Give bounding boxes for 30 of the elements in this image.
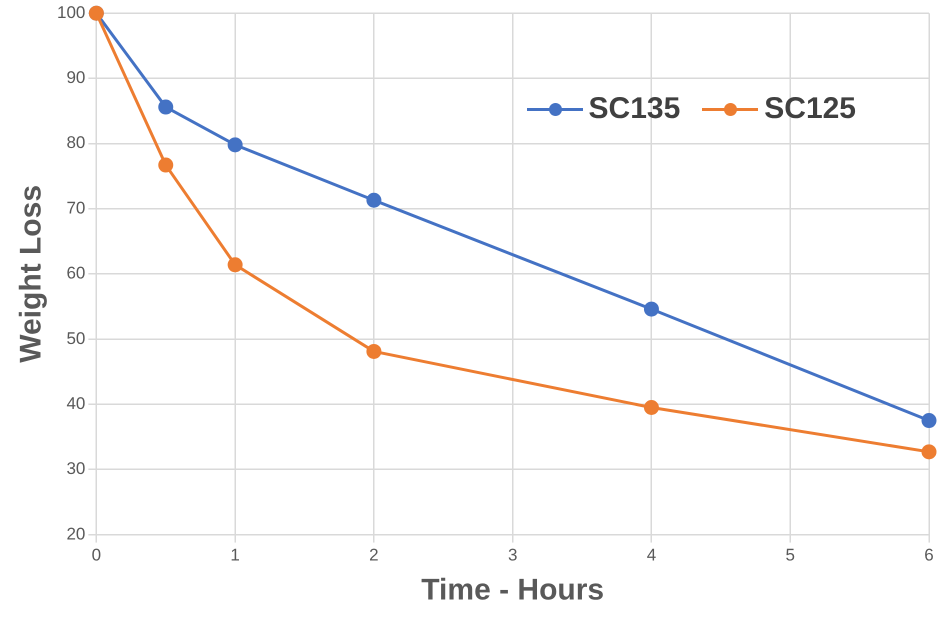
y-tick-label: 60 [66,264,86,283]
point [366,344,382,359]
y-tick-label: 80 [66,133,86,152]
x-tick-label: 1 [230,545,240,564]
x-tick-label: 4 [646,545,656,564]
y-tick-label: 50 [66,328,86,348]
y-axis-title: Weight Loss [14,185,48,363]
point [228,257,243,272]
point [158,100,174,115]
point [644,400,659,416]
point [922,444,936,460]
y-tick-label: 30 [66,459,86,478]
point [158,158,174,173]
x-tick-label: 6 [924,545,934,564]
y-tick-label: 20 [66,524,86,544]
x-tick-label: 3 [508,545,518,564]
legend-label: SC125 [764,92,856,126]
point [366,192,382,208]
x-axis-title: Time - Hours [421,573,604,606]
y-tick-label: 90 [66,68,86,88]
x-tick-label: 0 [92,545,102,564]
point [922,413,936,428]
legend-label: SC135 [588,92,680,126]
y-tick-label: 70 [66,198,86,218]
x-tick-label: 2 [369,545,379,564]
y-tick-label: 40 [66,394,86,413]
x-tick-label: 5 [785,545,795,564]
point [228,137,243,152]
y-tick-label: 100 [56,2,86,22]
point [644,302,659,317]
